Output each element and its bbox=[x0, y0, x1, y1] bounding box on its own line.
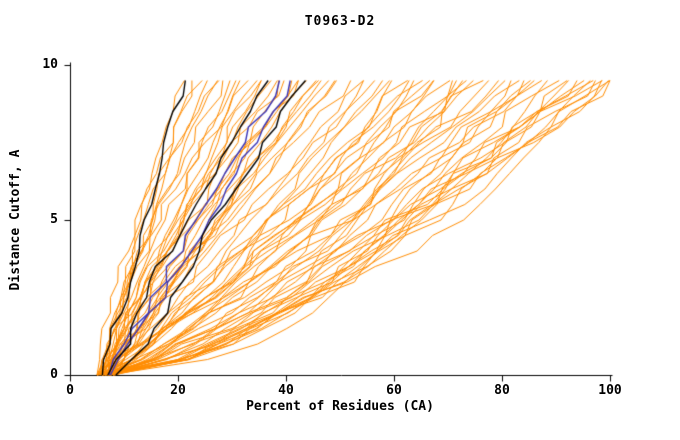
x-axis-tick-label: 60 bbox=[386, 383, 402, 398]
y-axis-tick-label: 5 bbox=[50, 212, 58, 227]
x-axis-label: Percent of Residues (CA) bbox=[246, 399, 434, 414]
x-axis-tick-label: 20 bbox=[170, 383, 186, 398]
x-axis-tick-label: 80 bbox=[494, 383, 510, 398]
y-axis-tick-label: 10 bbox=[42, 57, 58, 72]
y-axis-tick-label: 0 bbox=[50, 367, 58, 382]
x-axis-tick-label: 0 bbox=[66, 383, 74, 398]
chart-title: T0963-D2 bbox=[304, 14, 376, 29]
x-axis-tick-label: 100 bbox=[598, 383, 622, 398]
x-axis-tick-label: 40 bbox=[278, 383, 294, 398]
